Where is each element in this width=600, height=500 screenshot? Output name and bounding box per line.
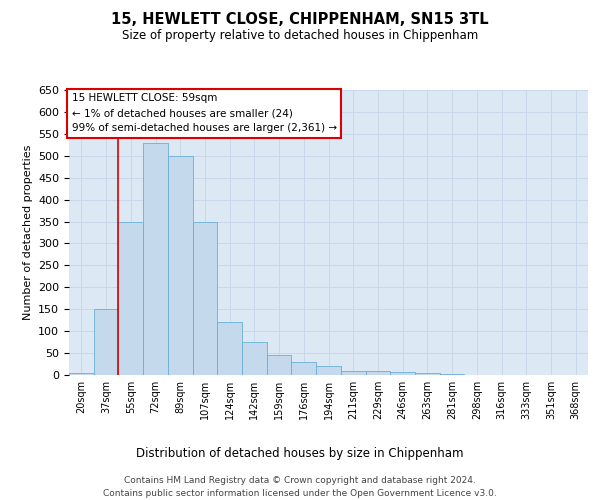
Text: Distribution of detached houses by size in Chippenham: Distribution of detached houses by size …: [136, 448, 464, 460]
Bar: [69, 373, 94, 375]
Text: 15, HEWLETT CLOSE, CHIPPENHAM, SN15 3TL: 15, HEWLETT CLOSE, CHIPPENHAM, SN15 3TL: [111, 12, 489, 28]
Bar: [242, 342, 267, 375]
Bar: [143, 142, 168, 375]
Bar: [267, 356, 292, 375]
Text: 15 HEWLETT CLOSE: 59sqm
← 1% of detached houses are smaller (24)
99% of semi-det: 15 HEWLETT CLOSE: 59sqm ← 1% of detached…: [71, 94, 337, 133]
Bar: [440, 374, 464, 375]
Bar: [390, 372, 415, 375]
Text: Size of property relative to detached houses in Chippenham: Size of property relative to detached ho…: [122, 29, 478, 42]
Text: Contains HM Land Registry data © Crown copyright and database right 2024.
Contai: Contains HM Land Registry data © Crown c…: [103, 476, 497, 498]
Bar: [316, 366, 341, 375]
Bar: [94, 309, 118, 375]
Bar: [292, 362, 316, 375]
Bar: [168, 156, 193, 375]
Bar: [217, 322, 242, 375]
Bar: [415, 373, 440, 375]
Bar: [365, 372, 390, 375]
Bar: [341, 370, 365, 375]
Y-axis label: Number of detached properties: Number of detached properties: [23, 145, 32, 320]
Bar: [193, 222, 217, 375]
Bar: [118, 222, 143, 375]
